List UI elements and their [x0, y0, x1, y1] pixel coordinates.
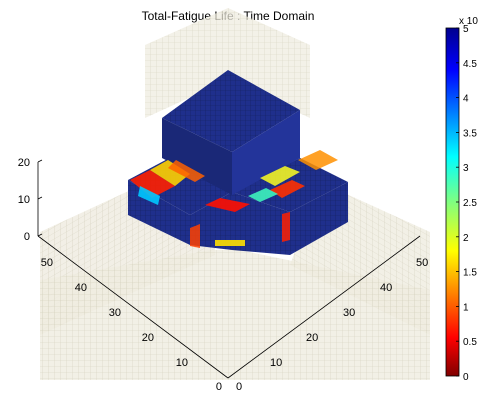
colorbar-tick-label: 0.5 — [463, 337, 477, 348]
z-tick: 10 — [18, 194, 30, 206]
colorbar-tick-label: 2.5 — [463, 198, 477, 209]
x-axis: 0 10 20 30 40 50 — [227, 235, 428, 393]
x-tick: 30 — [343, 307, 355, 319]
z-tick: 0 — [24, 231, 30, 243]
colorbar-tick-label: 3 — [463, 163, 469, 174]
x-tick: 0 — [236, 381, 242, 393]
x-tick: 40 — [380, 282, 392, 294]
x-tick: 20 — [306, 332, 318, 344]
colorbar-tick-label: 1.5 — [463, 268, 477, 279]
mesh-upper-column — [145, 8, 310, 118]
z-tick: 20 — [18, 157, 30, 169]
colorbar-exponent: x 10 — [459, 16, 478, 27]
y-tick: 10 — [176, 357, 188, 369]
colorbar-tick-label: 4.5 — [463, 59, 477, 70]
colorbar: x 10 0 0.5 1 1.5 2 2.5 3 3.5 4 4.5 5 — [445, 16, 478, 383]
x-tick: 10 — [270, 357, 282, 369]
colorbar-tick-label: 4 — [463, 94, 469, 105]
colorbar-tick-label: 2 — [463, 233, 469, 244]
fatigue-model — [128, 70, 348, 255]
mesh-front-leg — [40, 250, 430, 380]
y-tick: 40 — [75, 282, 87, 294]
colorbar-tick-label: 5 — [463, 24, 469, 35]
y-tick: 50 — [41, 257, 53, 269]
colorbar-tick-label: 0 — [463, 372, 469, 383]
y-tick: 0 — [216, 381, 222, 393]
z-axis: 0 10 20 — [18, 157, 43, 243]
y-tick: 20 — [142, 332, 154, 344]
colorbar-tick-label: 1 — [463, 302, 469, 313]
x-tick: 50 — [416, 257, 428, 269]
y-tick: 30 — [109, 307, 121, 319]
colorbar-tick-label: 3.5 — [463, 128, 477, 139]
y-axis: 0 10 20 30 40 50 — [37, 235, 229, 393]
